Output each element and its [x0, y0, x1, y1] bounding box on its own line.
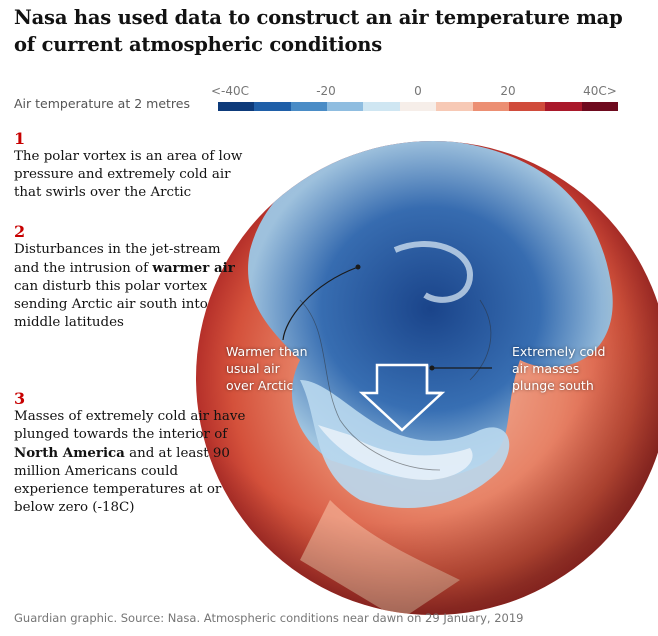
note-text: can disturb this polar vortex sending Ar…: [14, 279, 208, 330]
callout-cold-air: Extremely cold air masses plunge south: [512, 344, 606, 393]
callout-warmer-air: Warmer than usual air over Arctic: [226, 344, 308, 393]
note-text: and at least 90 million Americans could …: [14, 446, 230, 515]
legend-swatch: [218, 102, 255, 111]
note-1: 1 The polar vortex is an area of low pre…: [14, 130, 249, 202]
legend-swatch: [581, 102, 618, 111]
note-text: Disturbances in the jet-stream and the i…: [14, 242, 221, 276]
legend-swatch: [363, 102, 400, 111]
legend-swatch: [254, 102, 291, 111]
legend-tick: 20: [500, 84, 516, 98]
note-number: 1: [14, 129, 26, 148]
note-text: The polar vortex is an area of low press…: [14, 149, 243, 200]
legend-swatch: [508, 102, 546, 111]
legend-tick: 40C>: [583, 84, 617, 98]
legend-tick: -20: [316, 84, 336, 98]
warmer-pointer: [282, 266, 359, 341]
legend-label: Air temperature at 2 metres: [14, 96, 190, 111]
note-2: 2 Disturbances in the jet-stream and the…: [14, 223, 249, 332]
note-number: 2: [14, 222, 26, 241]
legend-tick: <-40C: [210, 84, 250, 98]
page-title: Nasa has used data to construct an air t…: [14, 6, 623, 56]
legend-tick: 0: [414, 84, 422, 98]
note-3: 3 Masses of extremely cold air have plun…: [14, 390, 249, 517]
legend-swatch: [290, 102, 328, 111]
note-bold: warmer air: [152, 260, 235, 276]
note-number: 3: [14, 389, 26, 408]
legend-swatch: [399, 102, 437, 111]
legend-swatch: [472, 102, 509, 111]
legend-swatch: [436, 102, 473, 111]
legend-ticks: <-40C -20 0 20 40C>: [211, 84, 618, 98]
source-footer: Guardian graphic. Source: Nasa. Atmosphe…: [14, 611, 524, 625]
note-bold: North America: [14, 445, 125, 461]
legend-color-scale: [218, 102, 618, 111]
legend-swatch: [545, 102, 582, 111]
note-text: Masses of extremely cold air have plunge…: [14, 409, 246, 442]
legend-swatch: [327, 102, 364, 111]
